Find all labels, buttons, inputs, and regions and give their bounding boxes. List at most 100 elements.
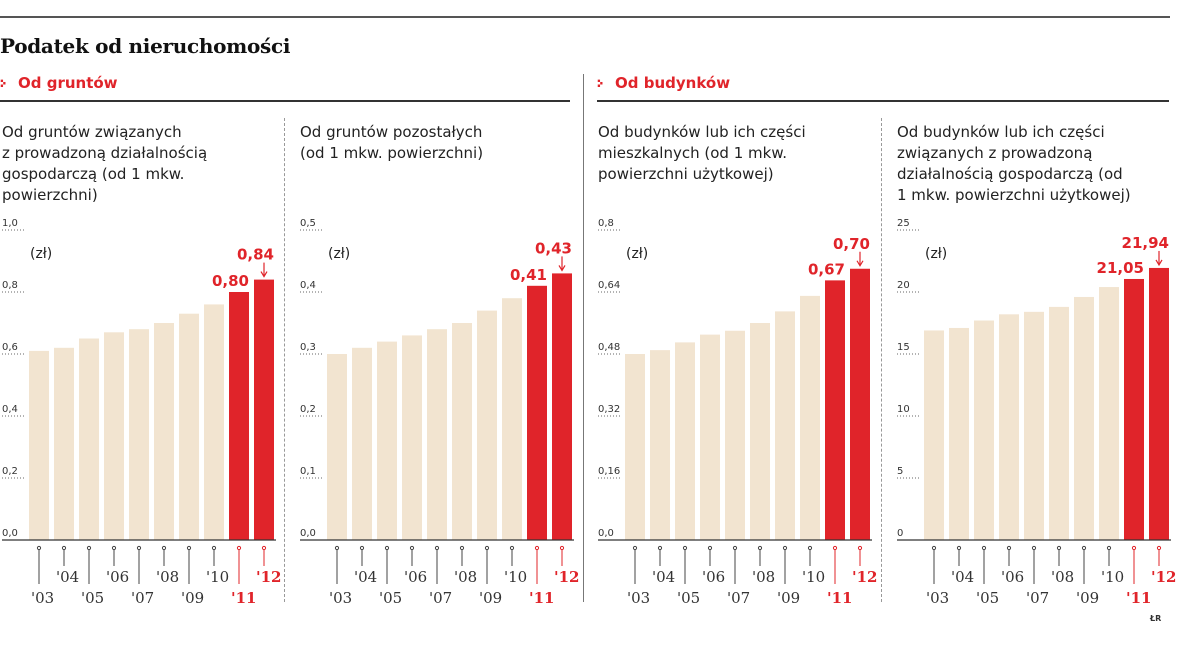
bar: [725, 330, 745, 540]
x-tick-label: '12: [256, 568, 281, 586]
bar: [327, 354, 347, 540]
page-title: Podatek od nieruchomości: [0, 34, 291, 58]
year-pin-dot: [261, 545, 267, 551]
x-tick-label: '12: [1151, 568, 1176, 586]
data-label: 0,67: [808, 260, 845, 278]
year-pin-dot: [807, 545, 813, 551]
year-pin-dot: [1006, 545, 1012, 551]
bar: [800, 295, 820, 540]
year-pin-dot: [334, 545, 340, 551]
x-tick-label: '06: [404, 568, 427, 586]
x-tick-label: '07: [429, 589, 452, 607]
x-tick-label: '05: [976, 589, 999, 607]
panel-divider: [881, 118, 882, 602]
bar: [825, 280, 845, 540]
bar: [700, 334, 720, 540]
x-tick-label: '10: [504, 568, 527, 586]
year-pin-dot: [956, 545, 962, 551]
bar: [974, 320, 994, 540]
x-tick-label: '10: [1101, 568, 1124, 586]
bar: [402, 335, 422, 540]
x-tick-label: '05: [379, 589, 402, 607]
bar: [675, 342, 695, 540]
y-tick-label: 0,4: [300, 280, 316, 291]
x-tick-label: '12: [852, 568, 877, 586]
x-tick-label: '11: [231, 589, 256, 607]
data-label: 21,05: [1097, 259, 1144, 277]
bar: [949, 327, 969, 540]
y-tick-label: 0,8: [2, 280, 18, 291]
bar: [527, 285, 547, 540]
x-tick-label: '04: [354, 568, 377, 586]
x-tick-label: '06: [106, 568, 129, 586]
y-tick-label: 20: [897, 280, 910, 291]
year-pin-dot: [782, 545, 788, 551]
y-tick-label: 0,0: [300, 528, 316, 539]
year-pin-dot: [931, 545, 937, 551]
data-label-arrow-head: [856, 260, 864, 267]
y-tick-label: 5: [897, 466, 903, 477]
bar: [1099, 287, 1119, 540]
x-tick-label: '08: [454, 568, 477, 586]
y-tick-label: 0,1: [300, 466, 316, 477]
year-pin-dot: [1031, 545, 1037, 551]
year-pin-dot: [682, 545, 688, 551]
bar: [1074, 296, 1094, 540]
x-tick-label: '11: [1126, 589, 1151, 607]
year-pin-dot: [1106, 545, 1112, 551]
bar: [477, 310, 497, 540]
x-tick-label: '08: [156, 568, 179, 586]
chart-title-1: Od gruntów związanych z prowadzoną dział…: [2, 123, 208, 204]
x-tick-label: '11: [827, 589, 852, 607]
x-tick-label: '09: [181, 589, 204, 607]
y-tick-label: 25: [897, 218, 910, 229]
x-tick-label: '09: [1076, 589, 1099, 607]
year-pin-dot: [236, 545, 242, 551]
y-tick-label: 15: [897, 342, 910, 353]
x-tick-label: '05: [81, 589, 104, 607]
x-tick-label: '10: [802, 568, 825, 586]
x-tick-label: '06: [702, 568, 725, 586]
year-pin-dot: [161, 545, 167, 551]
bar: [377, 341, 397, 540]
year-pin-dot: [1131, 545, 1137, 551]
year-pin-dot: [857, 545, 863, 551]
bar: [502, 298, 522, 540]
unit-label: (zł): [328, 246, 350, 262]
x-tick-label: '11: [529, 589, 554, 607]
chart-title-2: Od gruntów pozostałych (od 1 mkw. powier…: [300, 123, 484, 162]
year-pin-dot: [707, 545, 713, 551]
top-rule: [0, 16, 1170, 18]
bar: [352, 347, 372, 540]
section-label: Od gruntów: [18, 74, 118, 92]
year-pin-dot: [657, 545, 663, 551]
x-tick-label: '04: [56, 568, 79, 586]
y-tick-label: 10: [897, 404, 910, 415]
year-pin-dot: [459, 545, 465, 551]
section-divider: [583, 74, 584, 602]
x-tick-label: '09: [479, 589, 502, 607]
year-pin-dot: [981, 545, 987, 551]
year-pin-dot: [534, 545, 540, 551]
year-pin-dot: [36, 545, 42, 551]
year-pin-dot: [61, 545, 67, 551]
y-tick-label: 0,16: [598, 466, 620, 477]
x-tick-label: '08: [1051, 568, 1074, 586]
credit: ŁR: [1150, 614, 1162, 623]
y-tick-label: 0,2: [2, 466, 18, 477]
chart-title-3: Od budynków lub ich części mieszkalnych …: [598, 123, 806, 183]
year-pin-dot: [1081, 545, 1087, 551]
bar: [54, 347, 74, 540]
bar: [650, 350, 670, 540]
bar: [179, 313, 199, 540]
year-pin-dot: [211, 545, 217, 551]
x-tick-label: '08: [752, 568, 775, 586]
y-tick-label: 0,3: [300, 342, 316, 353]
x-tick-label: '07: [131, 589, 154, 607]
year-pin-dot: [484, 545, 490, 551]
x-tick-label: '09: [777, 589, 800, 607]
y-tick-label: 0,48: [598, 342, 620, 353]
bar: [775, 311, 795, 540]
data-label: 21,94: [1122, 234, 1169, 252]
